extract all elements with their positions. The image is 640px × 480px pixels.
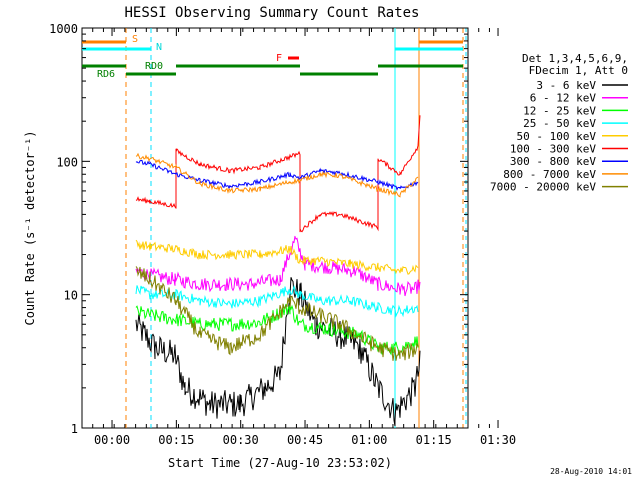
y-tick-label: 1000 [49,22,78,36]
y-tick-label: 1 [71,422,78,436]
series-line [135,284,419,318]
legend-label: 100 - 300 keV [510,143,596,156]
legend-label: 25 - 50 keV [523,117,596,130]
legend: Det 1,3,4,5,6,9,FDecim 1, Att 0 3 - 6 keV… [490,52,628,194]
legend-header: Det 1,3,4,5,6,9, [522,52,628,65]
legend-label: 3 - 6 keV [536,79,596,92]
x-tick-label: 00:30 [223,433,259,447]
series-line [135,115,421,233]
axis-ticks: 00:00 00:15 00:30 00:45 01:00 01:15 01:30 1 10 10… [49,22,516,447]
series-line [135,235,421,297]
chart-title: HESSI Observing Summary Count Rates [124,5,419,21]
x-tick-label: 01:00 [351,433,387,447]
legend-label: 800 - 7000 keV [503,168,596,181]
x-tick-label: 01:30 [480,433,516,447]
series-line [135,159,419,192]
series-line [135,152,419,198]
series-line [135,266,419,361]
y-tick-label: 100 [56,155,78,169]
legend-label: 50 - 100 keV [517,130,597,143]
flag-label: RD0 [145,61,163,72]
footer-timestamp: 28-Aug-2010 14:01 [550,467,632,476]
x-tick-label: 00:00 [94,433,130,447]
plot-area: S N RD0 RD6 F 00:00 00:15 00:30 00:45 01:00 01:15… [49,22,516,447]
vertical-marker-lines [125,28,467,428]
flag-label: F [276,53,282,64]
legend-label: 300 - 800 keV [510,155,596,168]
legend-label: 6 - 12 keV [530,92,597,105]
x-tick-label: 01:15 [416,433,452,447]
legend-label: 12 - 25 keV [523,104,596,117]
x-axis-label: Start Time (27-Aug-10 23:53:02) [168,456,392,470]
data-series [135,115,421,427]
series-line [135,239,419,275]
legend-label: 7000 - 20000 keV [490,181,596,194]
x-tick-label: 00:45 [287,433,323,447]
observing-flags: S N RD0 RD6 F [82,34,463,80]
legend-header: FDecim 1, Att 0 [529,64,628,77]
flag-label: RD6 [97,69,115,80]
flag-label: N [156,42,162,53]
series-line [135,277,421,427]
flag-label: S [132,34,138,45]
y-tick-label: 10 [64,289,78,303]
x-tick-label: 00:15 [158,433,194,447]
y-axis-label: Count Rate (s⁻¹ detector⁻¹) [23,130,37,325]
